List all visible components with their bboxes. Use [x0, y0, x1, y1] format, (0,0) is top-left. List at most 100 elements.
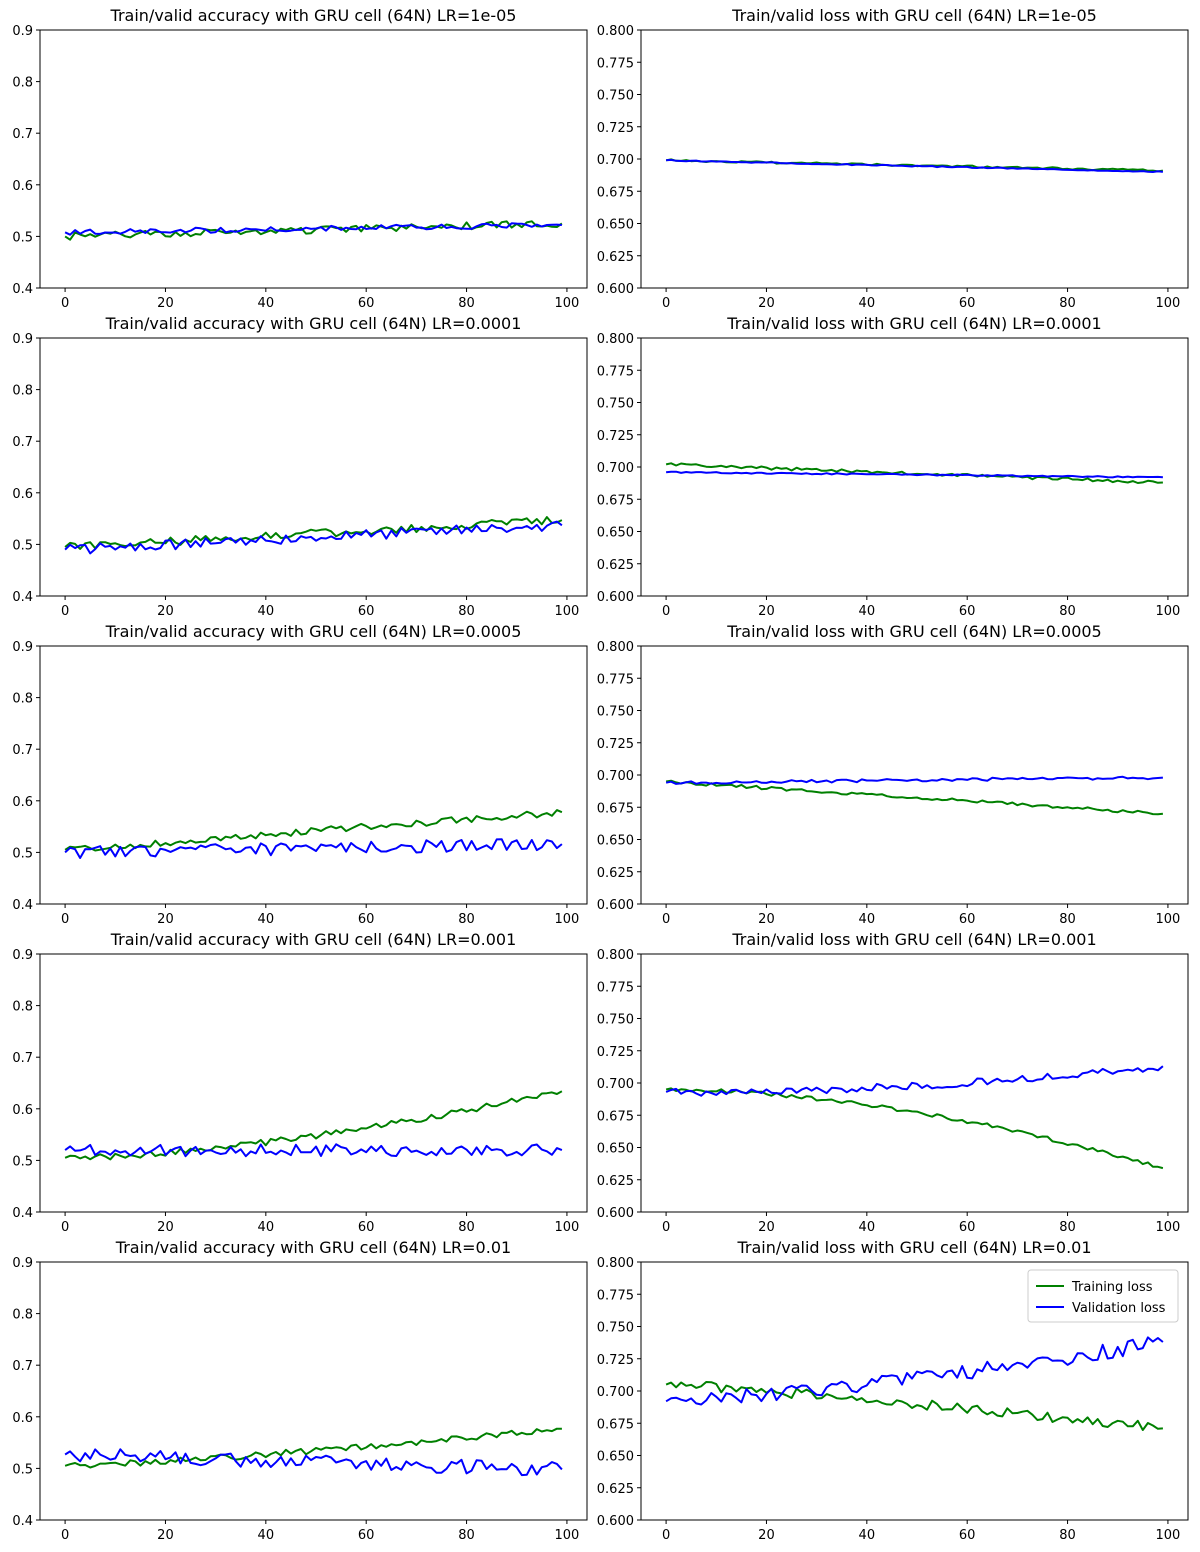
x-tick-label: 20: [758, 604, 775, 619]
x-tick-label: 100: [1156, 296, 1181, 311]
y-tick-label: 0.650: [597, 834, 634, 849]
y-tick-label: 0.7: [12, 743, 33, 758]
y-tick-label: 0.600: [597, 282, 634, 297]
chart-title: Train/valid loss with GRU cell (64N) LR=…: [731, 930, 1096, 949]
x-tick-label: 40: [859, 1528, 876, 1543]
y-tick-label: 0.750: [597, 397, 634, 412]
y-tick-label: 0.8: [12, 692, 33, 707]
y-tick-label: 0.5: [12, 230, 33, 245]
y-tick-label: 0.800: [597, 948, 634, 963]
x-tick-label: 40: [258, 296, 275, 311]
chart-title: Train/valid loss with GRU cell (64N) LR=…: [736, 1238, 1091, 1257]
y-tick-label: 0.725: [597, 1045, 634, 1060]
y-tick-label: 0.8: [12, 384, 33, 399]
x-tick-label: 80: [458, 604, 475, 619]
y-tick-label: 0.675: [597, 801, 634, 816]
x-tick-label: 80: [458, 1220, 475, 1235]
x-tick-label: 40: [859, 1220, 876, 1235]
x-tick-label: 0: [662, 912, 670, 927]
training-series-line: [64, 516, 563, 550]
y-tick-label: 0.800: [597, 332, 634, 347]
y-tick-label: 0.5: [12, 846, 33, 861]
y-tick-label: 0.650: [597, 1142, 634, 1157]
y-tick-label: 0.6: [12, 1411, 33, 1426]
chart-loss-0.001: Train/valid loss with GRU cell (64N) LR=…: [597, 930, 1189, 1235]
chart-title: Train/valid accuracy with GRU cell (64N)…: [105, 622, 522, 641]
validation-series-line: [665, 1336, 1164, 1406]
y-tick-label: 0.700: [597, 461, 634, 476]
y-tick-label: 0.725: [597, 1353, 634, 1368]
x-tick-label: 40: [859, 912, 876, 927]
validation-series-line: [665, 1065, 1164, 1097]
x-tick-label: 40: [258, 1220, 275, 1235]
x-tick-label: 80: [1059, 296, 1076, 311]
legend-box: [1027, 1269, 1179, 1323]
x-tick-label: 0: [662, 296, 670, 311]
x-tick-label: 20: [758, 296, 775, 311]
x-tick-label: 0: [61, 1220, 69, 1235]
training-series-line: [665, 779, 1164, 816]
y-tick-label: 0.775: [597, 364, 634, 379]
x-tick-label: 0: [61, 912, 69, 927]
chart-acc-0.001: Train/valid accuracy with GRU cell (64N)…: [12, 930, 588, 1235]
y-tick-label: 0.650: [597, 218, 634, 233]
chart-acc-0.01: Train/valid accuracy with GRU cell (64N)…: [12, 1238, 588, 1543]
x-tick-label: 100: [555, 1220, 580, 1235]
x-tick-label: 60: [959, 1528, 976, 1543]
x-tick-label: 100: [555, 912, 580, 927]
y-tick-label: 0.8: [12, 76, 33, 91]
chart-title: Train/valid loss with GRU cell (64N) LR=…: [726, 314, 1101, 333]
y-tick-label: 0.9: [12, 332, 33, 347]
axes-frame: [39, 953, 588, 1213]
y-tick-label: 0.9: [12, 640, 33, 655]
y-tick-label: 0.600: [597, 898, 634, 913]
training-series-line: [665, 1381, 1163, 1431]
y-tick-label: 0.750: [597, 89, 634, 104]
chart-title: Train/valid accuracy with GRU cell (64N)…: [105, 314, 522, 333]
x-tick-label: 60: [358, 604, 375, 619]
x-tick-label: 80: [458, 1528, 475, 1543]
y-tick-label: 0.675: [597, 1417, 634, 1432]
y-tick-label: 0.650: [597, 1450, 634, 1465]
y-tick-label: 0.675: [597, 185, 634, 200]
y-tick-label: 0.5: [12, 1462, 33, 1477]
y-tick-label: 0.7: [12, 127, 33, 142]
y-tick-label: 0.725: [597, 737, 634, 752]
training-series-line: [64, 809, 563, 852]
x-tick-label: 80: [1059, 1220, 1076, 1235]
y-tick-label: 0.775: [597, 672, 634, 687]
x-tick-label: 20: [758, 912, 775, 927]
x-tick-label: 0: [662, 1220, 670, 1235]
y-tick-label: 0.625: [597, 1174, 634, 1189]
y-tick-label: 0.675: [597, 493, 634, 508]
chart-loss-1e-05: Train/valid loss with GRU cell (64N) LR=…: [597, 6, 1189, 311]
training-series-line: [64, 1427, 562, 1469]
chart-acc-0.0001: Train/valid accuracy with GRU cell (64N)…: [12, 314, 588, 619]
legend-label: Training loss: [1071, 1280, 1153, 1295]
validation-series-line: [64, 838, 563, 859]
x-tick-label: 100: [555, 604, 580, 619]
x-tick-label: 0: [662, 604, 670, 619]
y-tick-label: 0.6: [12, 179, 33, 194]
x-tick-label: 80: [1059, 912, 1076, 927]
axes-frame: [39, 337, 588, 597]
y-tick-label: 0.8: [12, 1000, 33, 1015]
x-tick-label: 20: [157, 1528, 174, 1543]
axes-frame: [39, 29, 588, 289]
y-tick-label: 0.625: [597, 250, 634, 265]
x-tick-label: 40: [258, 604, 275, 619]
x-tick-label: 0: [662, 1528, 670, 1543]
training-series-line: [665, 1087, 1164, 1170]
y-tick-label: 0.625: [597, 1482, 634, 1497]
x-tick-label: 100: [1156, 1528, 1181, 1543]
x-tick-label: 100: [555, 296, 580, 311]
x-tick-label: 100: [555, 1528, 580, 1543]
axes-frame: [39, 1261, 588, 1521]
x-tick-label: 20: [157, 296, 174, 311]
y-tick-label: 0.9: [12, 1256, 33, 1271]
validation-series-line: [665, 775, 1163, 785]
chart-acc-1e-05: Train/valid accuracy with GRU cell (64N)…: [12, 6, 588, 311]
axes-frame: [640, 645, 1189, 905]
y-tick-label: 0.4: [12, 1206, 33, 1221]
